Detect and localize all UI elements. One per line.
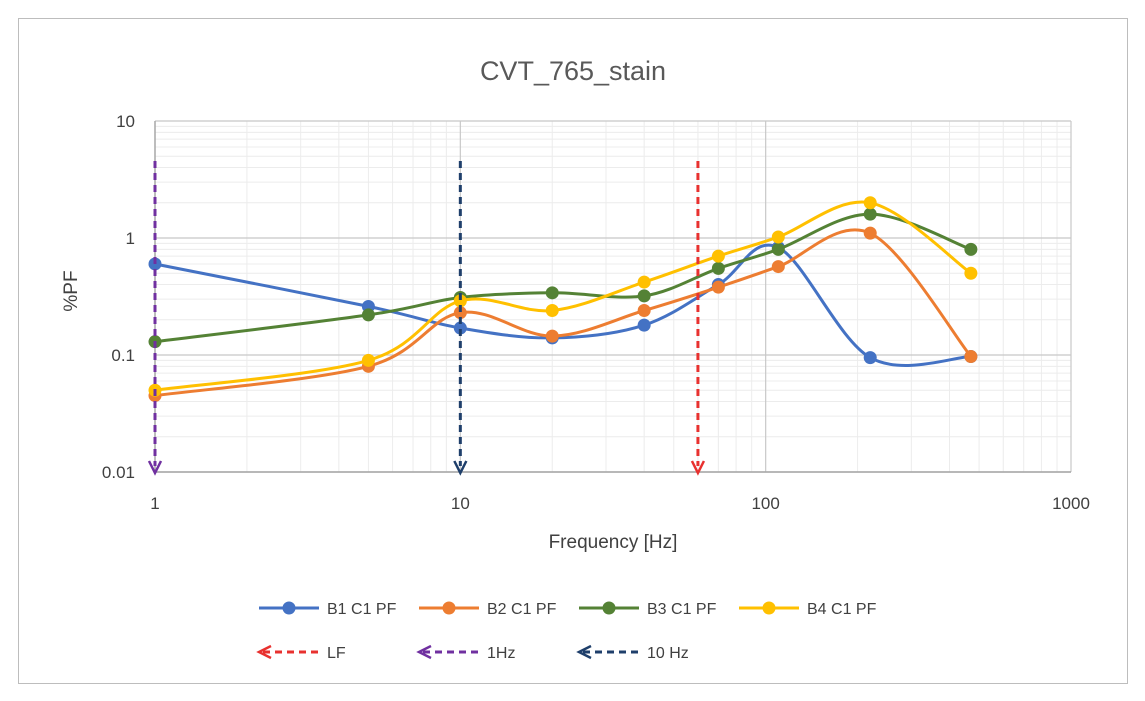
data-point [545, 304, 559, 318]
data-point [863, 207, 877, 221]
y-tick-label: 0.1 [111, 346, 135, 365]
legend-entry-series: B1 C1 PF [259, 601, 397, 618]
legend-label: B3 C1 PF [647, 601, 717, 618]
y-tick-label: 10 [116, 112, 135, 131]
data-point [453, 294, 467, 308]
series-layer [148, 196, 978, 403]
marker-line-lf [690, 161, 706, 476]
data-point [964, 266, 978, 280]
legend-marker [762, 601, 776, 615]
legend-label: LF [327, 645, 346, 662]
y-tick-label: 0.01 [102, 463, 135, 482]
legend-entry-marker: LF [256, 644, 346, 662]
data-point [711, 249, 725, 263]
data-point [863, 351, 877, 365]
data-point [711, 280, 725, 294]
data-point [453, 306, 467, 320]
legend-label: 10 Hz [647, 645, 689, 662]
legend-arrowhead [576, 644, 592, 660]
series-1 [148, 240, 978, 367]
data-point [863, 196, 877, 210]
data-point [711, 261, 725, 275]
data-point [545, 329, 559, 343]
y-tick-label: 1 [126, 229, 135, 248]
data-point [771, 230, 785, 244]
legend-label: B4 C1 PF [807, 601, 877, 618]
data-point [964, 350, 978, 364]
legend-label: 1Hz [487, 645, 515, 662]
legend-entry-series: B4 C1 PF [739, 601, 877, 618]
data-point [453, 321, 467, 335]
x-tick-label: 10 [451, 494, 470, 513]
legend-arrowhead [256, 644, 272, 660]
legend-marker [282, 601, 296, 615]
legend-label: B1 C1 PF [327, 601, 397, 618]
x-tick-label: 1000 [1052, 494, 1090, 513]
data-point [771, 242, 785, 256]
legend-label: B2 C1 PF [487, 601, 557, 618]
chart-title: CVT_765_stain [480, 56, 666, 86]
marker-layer [147, 161, 706, 476]
chart-frame: CVT_765_stain 1 10 100 1000 0.01 0.1 1 10 Frequ… [18, 18, 1128, 684]
data-point [545, 286, 559, 300]
x-axis-title: Frequency [Hz] [549, 532, 678, 553]
legend-marker [602, 601, 616, 615]
marker-arrowhead [147, 460, 163, 476]
legend-arrowhead [416, 644, 432, 660]
data-point [637, 318, 651, 332]
tick-labels: 1 10 100 1000 0.01 0.1 1 10 [102, 112, 1090, 513]
data-point [361, 308, 375, 322]
series-line [154, 243, 971, 367]
legend-entry-marker: 1Hz [416, 644, 515, 662]
legend-entry-series: B3 C1 PF [579, 601, 717, 618]
chart-svg: CVT_765_stain 1 10 100 1000 0.01 0.1 1 10 Frequ… [61, 56, 1090, 662]
data-point [863, 226, 877, 240]
series-line [154, 228, 973, 398]
legend-entry-series: B2 C1 PF [419, 601, 557, 618]
series-line [154, 212, 972, 344]
marker-line-10-hz [453, 161, 468, 476]
series-3 [148, 207, 978, 349]
marker-line-1hz [147, 161, 163, 476]
marker-arrowhead [453, 460, 468, 476]
y-axis-title: %PF [61, 270, 82, 311]
marker-arrowhead [690, 460, 706, 476]
data-point [637, 275, 651, 289]
data-point [637, 289, 651, 303]
x-tick-label: 100 [751, 494, 779, 513]
data-point [361, 353, 375, 367]
legend-marker [442, 601, 456, 615]
x-tick-label: 1 [150, 494, 159, 513]
data-point [637, 304, 651, 318]
legend: B1 C1 PF B2 C1 PF B3 C1 PF B4 C1 PF LF 1Hz 10 … [256, 601, 877, 662]
data-point [964, 242, 978, 256]
data-point [771, 260, 785, 274]
legend-entry-marker: 10 Hz [576, 644, 689, 662]
series-4 [148, 196, 978, 397]
